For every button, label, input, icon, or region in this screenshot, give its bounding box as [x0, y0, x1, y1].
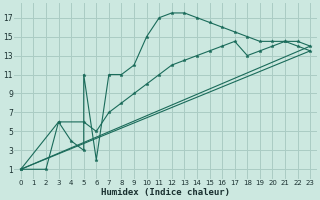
X-axis label: Humidex (Indice chaleur): Humidex (Indice chaleur) [101, 188, 230, 197]
